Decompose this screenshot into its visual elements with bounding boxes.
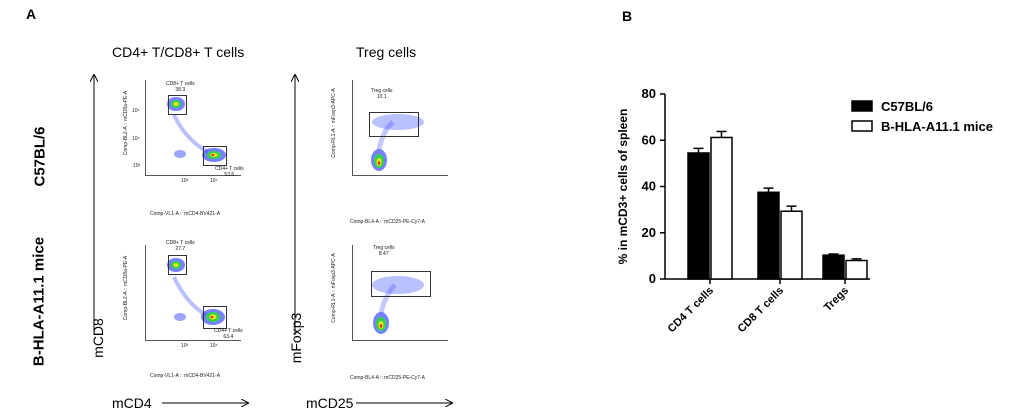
bar — [845, 259, 868, 280]
dot-cloud — [371, 114, 424, 171]
gate-treg — [371, 271, 431, 297]
dot-cloud — [167, 97, 226, 162]
bar — [687, 152, 710, 280]
gate-label-treg: Treg cells 10.1 — [371, 88, 393, 100]
y-axis-title: % in mCD3+ cells of spleen — [616, 109, 630, 265]
gate-label-cd4: CD4+ T cells 53.6 — [215, 166, 244, 178]
dot-cloud — [372, 276, 424, 334]
y-tick-label: 20 — [642, 225, 656, 240]
y-tick-label: 60 — [642, 132, 656, 147]
y-tick-label: 80 — [642, 86, 656, 101]
flow-ylabel: Comp-BL2-A :: mCD8a-PE-A — [123, 90, 129, 156]
y-tick-label: 40 — [642, 179, 656, 194]
gate-cd8 — [168, 255, 187, 275]
tick-y-e4: 10⁴ — [132, 136, 140, 142]
panel-letter-b: B — [622, 8, 633, 24]
x-tick-label: Tregs — [822, 285, 851, 314]
x-tick-label: CD4 T cells — [666, 285, 716, 335]
legend-label: B-HLA-A11.1 mice — [881, 119, 993, 134]
axis-label-cd25: mCD25 — [306, 395, 354, 411]
flow-xlabel: Comp-VL1-A :: mCD4-BV421-A — [150, 373, 221, 379]
legend-label: C57BL/6 — [881, 99, 933, 114]
flow-xlabel: Comp-VL1-A :: mCD4-BV421-A — [150, 211, 221, 217]
y-tick-label: 0 — [649, 271, 656, 286]
gate-cd4 — [203, 146, 227, 166]
axis-label-foxp3: mFoxp3 — [288, 312, 304, 364]
bar — [822, 254, 845, 280]
panel-letter-a: A — [26, 6, 37, 22]
legend-swatch — [851, 120, 873, 132]
tick-y-e5: 10⁵ — [132, 108, 140, 114]
gate-label-cd8: CD8+ T cells 27.7 — [166, 240, 195, 252]
column-title-cd4-cd8: CD4+ T/CD8+ T cells — [112, 44, 245, 60]
flow-ylabel: Comp-RL1-A :: mFoxp3-APC-A — [331, 88, 337, 158]
tick-y-e3: 10³ — [133, 163, 141, 169]
flow-ylabel: Comp-BL2-A :: mCD8a-PE-A — [123, 255, 129, 321]
axis-label-cd4: mCD4 — [112, 395, 152, 411]
flow-xlabel: Comp-BL4-A :: mCD25-PE-Cy7-A — [350, 219, 426, 225]
gate-cd4 — [203, 306, 227, 329]
x-tick-label: CD8 T cells — [736, 285, 786, 335]
bar-chart: 0 20 40 60 80 % in mCD3+ cells of spleen CD4 T… — [616, 86, 993, 335]
dot-cloud — [167, 258, 225, 325]
gate-label-cd8: CD8+ T cells 38.3 — [166, 81, 195, 93]
flow-plot-hla-cd4-cd8: CD8+ T cells 27.7 CD4+ T cells 63.4 — [145, 240, 243, 341]
flow-ylabel: Comp-RL1-A :: mFoxp3-APC-A — [331, 253, 337, 323]
gate-treg — [369, 112, 419, 137]
bar — [710, 136, 733, 280]
flow-plot-c57-treg: Treg cells 10.1 — [352, 80, 448, 176]
tick-x-e4: 10⁴ — [210, 343, 218, 349]
gate-cd8 — [168, 95, 187, 115]
gate-label-cd4: CD4+ T cells 63.4 — [214, 328, 243, 340]
column-title-treg: Treg cells — [356, 44, 417, 60]
flow-plot-c57-cd4-cd8: CD8+ T cells 38.3 CD4+ T cells 53.6 — [145, 80, 244, 178]
tick-x-e4: 10⁴ — [210, 178, 218, 184]
bar — [757, 191, 780, 280]
gate-label-treg: Treg cells 8.47 — [373, 245, 395, 257]
bar — [780, 210, 803, 280]
flow-xlabel: Comp-BL4-A :: mCD25-PE-Cy7-A — [350, 375, 426, 381]
flow-plot-hla-treg: Treg cells 8.47 — [352, 245, 448, 341]
tick-x-e3: 10³ — [181, 343, 189, 349]
legend-swatch — [851, 100, 873, 112]
tick-x-e3: 10³ — [181, 178, 189, 184]
axis-label-cd8: mCD8 — [90, 318, 106, 358]
